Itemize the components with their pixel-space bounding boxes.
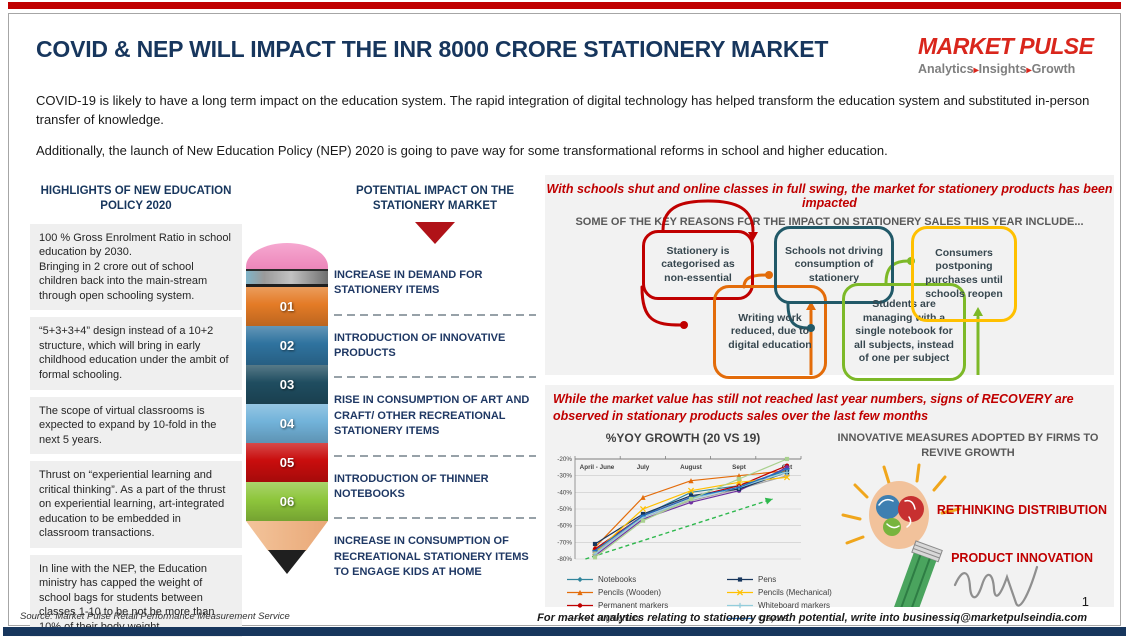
- highlights-list: 100 % Gross Enrolment Ratio in school ed…: [30, 223, 242, 637]
- impact-separator: [334, 454, 536, 457]
- impact-separator: [334, 376, 536, 379]
- legend-item: Highlighters: [567, 612, 727, 625]
- pencil-wood: [246, 521, 328, 551]
- svg-text:July: July: [637, 464, 650, 471]
- reasons-panel: With schools shut and online classes in …: [545, 175, 1114, 381]
- pencil-ferrule: [246, 269, 328, 287]
- svg-text:-70%: -70%: [557, 539, 572, 546]
- svg-text:August: August: [680, 464, 703, 471]
- impact-item: RISE IN CONSUMPTION OF ART AND CRAFT/ OT…: [334, 394, 530, 438]
- measure-label: RETHINKING DISTRIBUTION: [936, 503, 1107, 517]
- bulb-pencil-illustration: [841, 463, 1039, 607]
- impact-separator: [334, 313, 536, 316]
- svg-text:April - June: April - June: [580, 464, 615, 471]
- svg-text:-30%: -30%: [557, 473, 572, 480]
- reason-box-yellow: Consumers postponing purchases until sch…: [911, 226, 1017, 322]
- pencil-segment: 03: [246, 365, 328, 404]
- innovative-measures: INNOVATIVE MEASURES ADOPTED BY FIRMS TO …: [827, 431, 1109, 607]
- legend-label: Permanent markers: [598, 601, 669, 610]
- intro-text: COVID-19 is likely to have a long term i…: [36, 92, 1098, 161]
- yoy-chart-svg: -20% -30% -40% -50% -60% -70% -80% April - June…: [557, 456, 802, 563]
- legend-label: Pencils (Wooden): [598, 588, 661, 597]
- legend-item: Crayons: [727, 612, 887, 625]
- tagline-separator-icon: ▸: [1026, 65, 1032, 76]
- innovative-title: INNOVATIVE MEASURES ADOPTED BY FIRMS TO …: [837, 432, 1099, 459]
- impact-item: INCREASE IN DEMAND FOR STATIONERY ITEMS: [334, 268, 483, 297]
- legend-item: Pens: [727, 573, 887, 586]
- highlights-section: HIGHLIGHTS OF NEW EDUCATION POLICY 2020 …: [30, 184, 242, 637]
- impact-separator: [334, 517, 536, 520]
- svg-text:-40%: -40%: [557, 489, 572, 496]
- pencil-segment: 06: [246, 482, 328, 521]
- pencil-segment: 02: [246, 326, 328, 365]
- highlight-item: The scope of virtual classrooms is expec…: [30, 396, 242, 455]
- reasons-flowchart: Stationery is categorised as non-essenti…: [545, 175, 1114, 381]
- highlight-item: 100 % Gross Enrolment Ratio in school ed…: [30, 223, 242, 311]
- highlight-item: Thrust on “experiential learning and cri…: [30, 461, 242, 548]
- recovery-headline: While the market value has still not rea…: [553, 392, 1074, 423]
- reason-box-green: Students are managing with a single note…: [842, 283, 966, 381]
- recovery-panel: While the market value has still not rea…: [545, 385, 1114, 636]
- chart-title: %YOY GROWTH (20 VS 19): [605, 431, 761, 445]
- footer-contact: For market analytics relating to station…: [537, 612, 1087, 624]
- pencil-graphic: 01 02 03 04 05 06: [246, 243, 328, 574]
- legend-label: Highlighters: [598, 614, 641, 623]
- impact-section: POTENTIAL IMPACT ON THE STATIONERY MARKE…: [334, 184, 536, 581]
- logo-tagline: Analytics▸Insights▸Growth: [918, 62, 1076, 76]
- logo: MARKET PULSE Analytics▸Insights▸Growth: [918, 33, 1110, 76]
- legend-item: Pencils (Wooden): [567, 586, 727, 599]
- legend-item: Notebooks: [567, 573, 727, 586]
- legend-label: Notebooks: [598, 575, 637, 584]
- impact-item: INCREASE IN CONSUMPTION OF RECREATIONAL …: [334, 535, 529, 579]
- down-arrow-icon: [415, 221, 455, 244]
- top-accent-bar: [8, 2, 1121, 9]
- bottom-navy-bar: [3, 627, 1126, 636]
- reasons-headline: With schools shut and online classes in …: [546, 182, 1113, 210]
- pencil-eraser: [246, 243, 328, 269]
- intro-paragraph-2: Additionally, the launch of New Educatio…: [36, 142, 888, 158]
- pencil-segment: 05: [246, 443, 328, 482]
- highlight-item: In line with the NEP, the Education mini…: [30, 554, 242, 637]
- legend-label: Pencils (Mechanical): [758, 588, 832, 597]
- svg-text:-80%: -80%: [557, 556, 572, 563]
- pencil-segment: 04: [246, 404, 328, 443]
- reason-box-red: Stationery is categorised as non-essenti…: [642, 230, 754, 300]
- intro-paragraph-1: COVID-19 is likely to have a long term i…: [36, 93, 1090, 127]
- page-title: COVID & NEP WILL IMPACT THE INR 8000 CRO…: [36, 36, 829, 62]
- legend-item: Pencils (Mechanical): [727, 586, 887, 599]
- reason-box-orange: Writing work reduced, due to digital edu…: [713, 285, 827, 379]
- legend-item: Permanent markers: [567, 599, 727, 612]
- pencil-tip: [268, 550, 306, 574]
- impact-item: INTRODUCTION OF THINNER NOTEBOOKS: [334, 472, 489, 500]
- pencil-segments: 01 02 03 04 05 06: [246, 287, 328, 521]
- yoy-chart: %YOY GROWTH (20 VS 19) -20% -30% -40% -50% -…: [551, 431, 832, 637]
- measure-label: PRODUCT INNOVATION: [951, 551, 1093, 565]
- content-border: [8, 13, 1121, 626]
- legend-label: Crayons: [758, 614, 788, 623]
- impact-title: POTENTIAL IMPACT ON THE STATIONERY MARKE…: [355, 185, 515, 212]
- highlight-item: “5+3+3+4” design instead of a 10+2 struc…: [30, 317, 242, 390]
- impact-item: INTRODUCTION OF INNOVATIVE PRODUCTS: [334, 331, 506, 360]
- svg-text:-60%: -60%: [557, 523, 572, 530]
- reason-box-teal: Schools not driving consumption of stati…: [774, 226, 894, 304]
- legend-label: Whiteboard markers: [758, 601, 831, 610]
- impact-list: INCREASE IN DEMAND FOR STATIONERY ITEMS I…: [334, 268, 536, 581]
- page-number: 1: [1081, 594, 1089, 609]
- logo-brand: MARKET PULSE: [918, 33, 1094, 59]
- tagline-separator-icon: ▸: [973, 65, 979, 76]
- footer-source: Source: Market Pulse Retail Performance …: [20, 611, 290, 622]
- pencil-segment: 01: [246, 287, 328, 326]
- legend-label: Pens: [758, 575, 777, 584]
- legend-item: Whiteboard markers: [727, 599, 887, 612]
- highlights-title: HIGHLIGHTS OF NEW EDUCATION POLICY 2020: [40, 185, 232, 212]
- svg-text:-50%: -50%: [557, 506, 572, 513]
- svg-text:Sept: Sept: [732, 464, 747, 471]
- svg-text:-20%: -20%: [557, 456, 572, 463]
